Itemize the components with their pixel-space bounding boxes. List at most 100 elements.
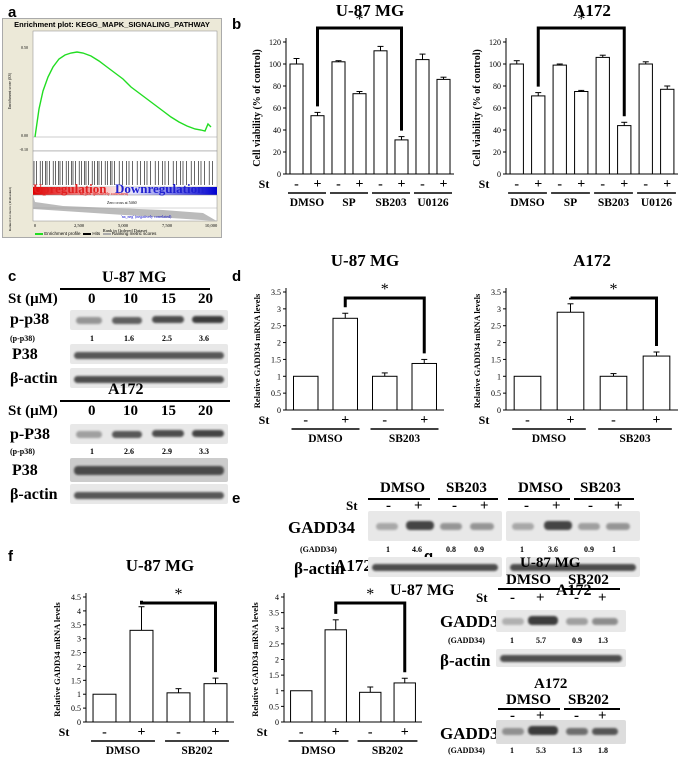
group-label: DMSO <box>532 433 567 445</box>
y-tick-label: 40 <box>273 126 281 135</box>
row-label: β-actin <box>294 559 345 578</box>
treatment-sign: - <box>557 177 562 192</box>
treatment-sign: + <box>138 725 146 740</box>
sign: - <box>452 498 457 514</box>
y-tick-label: 0 <box>275 718 279 727</box>
dose: 10 <box>123 403 138 419</box>
bar <box>290 690 313 723</box>
row-label: β-actin <box>10 486 58 503</box>
quant: 0.9 <box>584 545 594 554</box>
quant: 5.7 <box>536 636 546 645</box>
y-tick-label: 0 <box>277 406 281 415</box>
bar <box>531 95 546 175</box>
bar <box>556 311 585 411</box>
y-tick-label: 120 <box>269 38 281 47</box>
bar <box>129 629 154 723</box>
bar <box>415 59 430 175</box>
sign: + <box>598 590 607 606</box>
significance-star: * <box>356 11 364 28</box>
y-tick-label: 2 <box>275 656 279 665</box>
gsea-legend: Enrichment profile Hits Ranking metric s… <box>35 231 156 236</box>
panel-label-a: a <box>8 4 17 21</box>
bar <box>509 63 524 175</box>
quant-label: (GADD34) <box>300 545 337 554</box>
bar <box>513 375 542 411</box>
x-tick: 10,000 <box>205 223 218 229</box>
y-tick-label: 1.5 <box>491 355 501 364</box>
group-label: DMSO <box>510 197 545 209</box>
panel-label-f: f <box>8 548 13 565</box>
chart-title: U-87 MG <box>336 1 404 20</box>
dose: 15 <box>161 291 176 307</box>
treatment-sign: + <box>653 413 661 428</box>
chart-f-u87: U-87 MG 0 0.5 1 1.5 2 2.5 3 3.5 4 4.5 Relative GADD… <box>52 556 234 757</box>
panel-label-d: d <box>232 268 242 285</box>
y-tick-label: 3.5 <box>71 621 81 630</box>
row-label: β-actin <box>440 651 491 670</box>
treatment-sign: - <box>102 725 107 740</box>
treatment-sign: + <box>577 177 585 192</box>
treatment-sign: - <box>514 177 519 192</box>
y-tick-label: 3.5 <box>491 288 501 297</box>
treatment-sign: + <box>212 725 220 740</box>
quant: 1.6 <box>124 334 134 343</box>
treatment-label: St <box>59 725 70 739</box>
y-tick-label: 2 <box>277 339 281 348</box>
significance-star: * <box>381 281 389 298</box>
gsea-plot: Enrichment plot: KEGG_MAPK_SIGNALING_PAT… <box>2 18 222 238</box>
group-label: SB202 <box>372 745 404 757</box>
significance-bracket <box>536 26 626 117</box>
legend-enrichment: Enrichment profile <box>44 231 81 236</box>
dose: 10 <box>123 291 138 307</box>
y-tick-label: 3.5 <box>269 609 279 618</box>
treatment-sign: + <box>567 413 575 428</box>
y-tick-label: 1 <box>275 687 279 696</box>
sign: - <box>510 590 515 606</box>
bar <box>310 115 325 175</box>
y-tick-label: 3.5 <box>271 288 281 297</box>
x-tick: 2,500 <box>74 223 85 229</box>
panel-label-e: e <box>232 490 241 507</box>
y-tick-label: 2.5 <box>271 322 281 331</box>
blot-e: DMSO SB203 St - + - + GADD34 <box>248 480 684 550</box>
y-tick-label: 0.5 <box>271 389 281 398</box>
group-label: SB203 <box>446 480 487 496</box>
y-tick-label: 40 <box>493 126 501 135</box>
chart-title: A172 <box>334 556 372 575</box>
significance-bracket <box>569 296 658 347</box>
sign: - <box>574 590 579 606</box>
chart-b-a172: A172 0 20 40 60 80 100 120 Cell viability (% of … <box>472 1 678 209</box>
sign: - <box>574 708 579 724</box>
y-tick-label: 2 <box>497 339 501 348</box>
bar <box>373 50 388 175</box>
bar <box>411 362 437 411</box>
treatment-sign: - <box>336 177 341 192</box>
cell-line-label: A172 <box>556 582 592 599</box>
bar <box>293 375 319 411</box>
row-label: β-actin <box>10 370 58 387</box>
quant: 3.6 <box>199 334 209 343</box>
chart-b-u87: U-87 MG 0 20 40 60 80 100 120 Cell viability (% … <box>252 1 454 209</box>
gsea-ylabel-top: Enrichment score (ES) <box>7 72 12 109</box>
enrichment-profile-line <box>34 51 212 138</box>
bar <box>394 139 409 175</box>
bar <box>372 375 398 411</box>
treatment-sign: + <box>663 177 671 192</box>
y-tick-label: 1.5 <box>71 676 81 685</box>
quant: 1.3 <box>572 746 582 755</box>
bar <box>352 93 367 175</box>
cell-line-label: U-87 MG <box>390 582 455 599</box>
pos-label: 'na_pos' (positively correlated) <box>79 191 129 196</box>
treatment-label: St <box>259 177 270 191</box>
bar <box>574 91 589 175</box>
chart-title: A172 <box>573 251 611 270</box>
downregulation-label: Downregulation <box>115 181 205 196</box>
y-tick-label: 0.5 <box>71 704 81 713</box>
treatment-sign: - <box>176 725 181 740</box>
treatment-sign: - <box>643 177 648 192</box>
y-tick-label: 100 <box>489 60 501 69</box>
y-tick-label: 80 <box>273 82 281 91</box>
significance-star: * <box>366 586 374 603</box>
bar <box>332 317 358 411</box>
cell-line-label: A172 <box>534 676 568 692</box>
